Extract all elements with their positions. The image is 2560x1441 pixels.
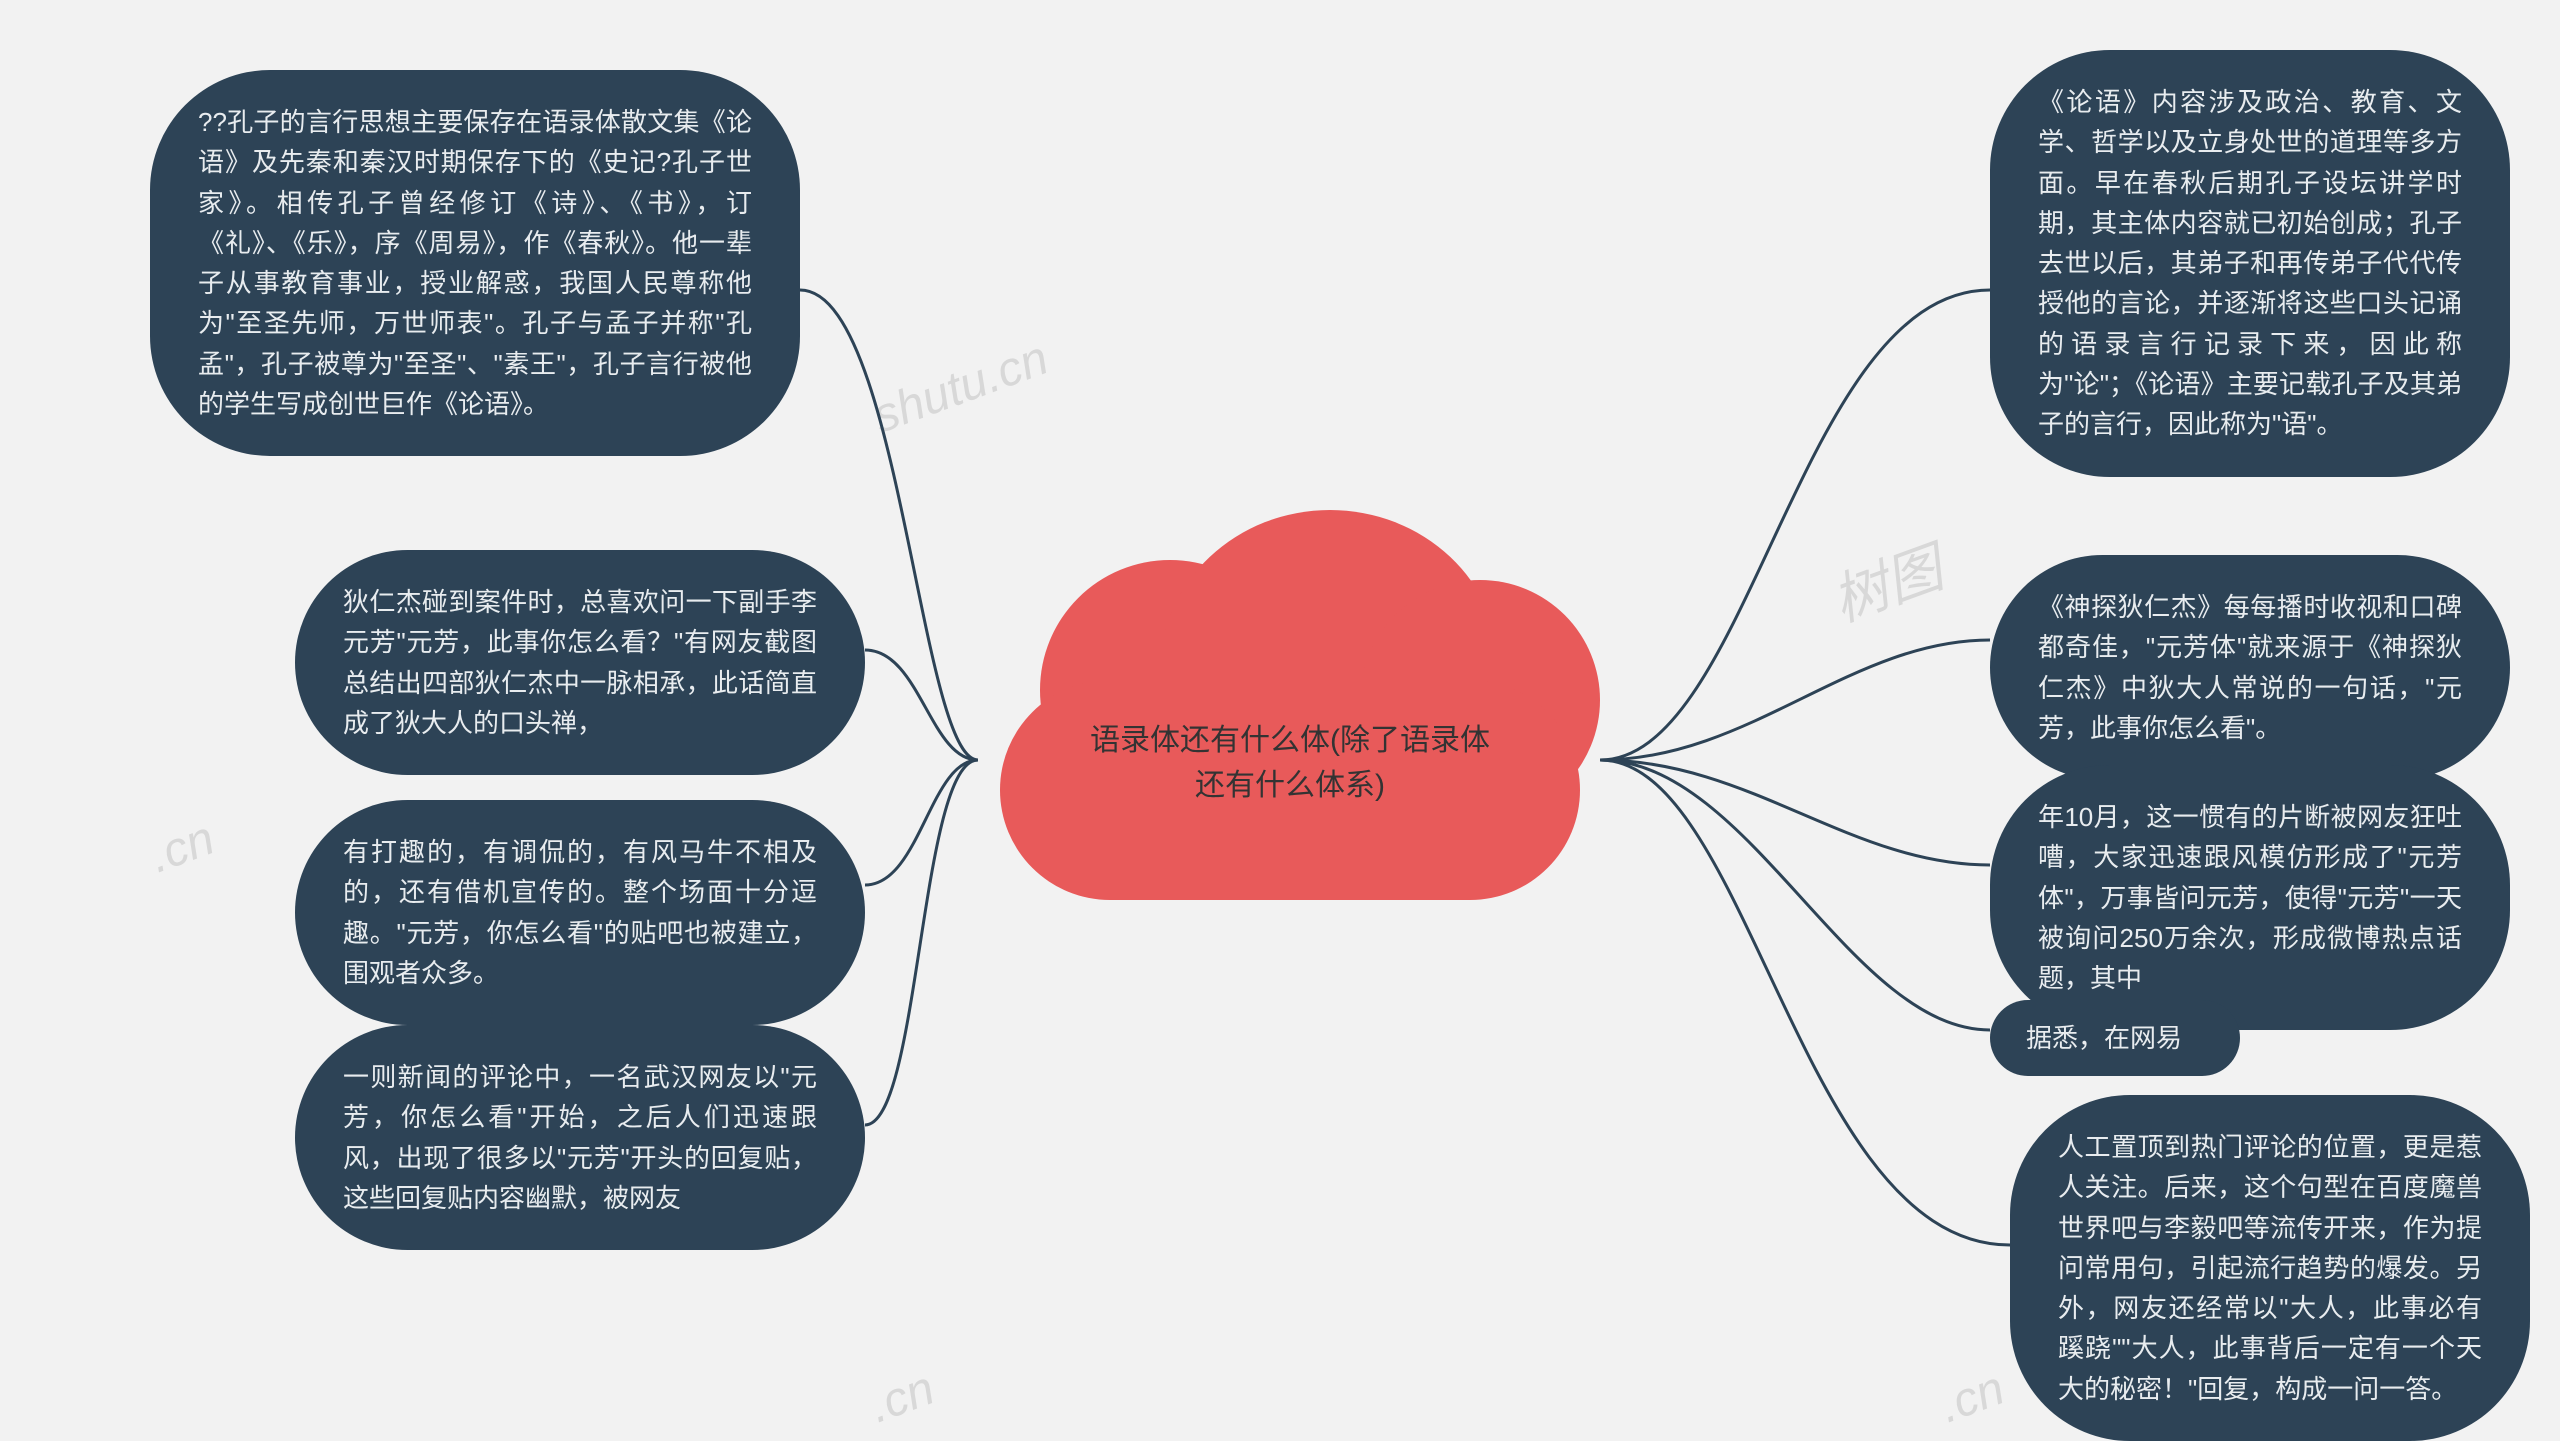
left-node-4: 一则新闻的评论中，一名武汉网友以"元芳，你怎么看"开始，之后人们迅速跟风，出现了… bbox=[295, 1025, 865, 1250]
watermark: shutu.cn bbox=[866, 331, 1055, 445]
node-text: 《论语》内容涉及政治、教育、文学、哲学以及立身处世的道理等多方面。早在春秋后期孔… bbox=[2038, 87, 2462, 439]
right-node-4: 据悉，在网易 bbox=[1990, 1000, 2240, 1076]
node-text: 《神探狄仁杰》每每播时收视和口碑都奇佳，"元芳体"就来源于《神探狄仁杰》中狄大人… bbox=[2038, 592, 2462, 743]
right-node-3: 年10月，这一惯有的片断被网友狂吐嘈，大家迅速跟风模仿形成了"元芳体"，万事皆问… bbox=[1990, 765, 2510, 1030]
watermark: .cn bbox=[1933, 1361, 2012, 1435]
node-text: 有打趣的，有调侃的，有风马牛不相及的，还有借机宣传的。整个场面十分逗趣。"元芳，… bbox=[343, 837, 817, 988]
watermark: .cn bbox=[143, 811, 222, 885]
center-cloud: 语录体还有什么体(除了语录体还有什么体系) bbox=[980, 500, 1600, 920]
watermark: .cn bbox=[863, 1361, 942, 1435]
center-title: 语录体还有什么体(除了语录体还有什么体系) bbox=[980, 718, 1600, 808]
watermark: 树图 bbox=[1820, 523, 1953, 637]
node-text: ??孔子的言行思想主要保存在语录体散文集《论语》及先秦和秦汉时期保存下的《史记?… bbox=[198, 107, 752, 419]
node-text: 年10月，这一惯有的片断被网友狂吐嘈，大家迅速跟风模仿形成了"元芳体"，万事皆问… bbox=[2038, 802, 2462, 993]
left-node-1: ??孔子的言行思想主要保存在语录体散文集《论语》及先秦和秦汉时期保存下的《史记?… bbox=[150, 70, 800, 456]
node-text: 一则新闻的评论中，一名武汉网友以"元芳，你怎么看"开始，之后人们迅速跟风，出现了… bbox=[343, 1062, 817, 1213]
right-node-2: 《神探狄仁杰》每每播时收视和口碑都奇佳，"元芳体"就来源于《神探狄仁杰》中狄大人… bbox=[1990, 555, 2510, 780]
left-node-2: 狄仁杰碰到案件时，总喜欢问一下副手李元芳"元芳，此事你怎么看？"有网友截图总结出… bbox=[295, 550, 865, 775]
node-text: 据悉，在网易 bbox=[2026, 1023, 2182, 1053]
node-text: 狄仁杰碰到案件时，总喜欢问一下副手李元芳"元芳，此事你怎么看？"有网友截图总结出… bbox=[343, 587, 817, 738]
right-node-1: 《论语》内容涉及政治、教育、文学、哲学以及立身处世的道理等多方面。早在春秋后期孔… bbox=[1990, 50, 2510, 477]
node-text: 人工置顶到热门评论的位置，更是惹人关注。后来，这个句型在百度魔兽世界吧与李毅吧等… bbox=[2058, 1132, 2482, 1404]
right-node-5: 人工置顶到热门评论的位置，更是惹人关注。后来，这个句型在百度魔兽世界吧与李毅吧等… bbox=[2010, 1095, 2530, 1441]
left-node-3: 有打趣的，有调侃的，有风马牛不相及的，还有借机宣传的。整个场面十分逗趣。"元芳，… bbox=[295, 800, 865, 1025]
